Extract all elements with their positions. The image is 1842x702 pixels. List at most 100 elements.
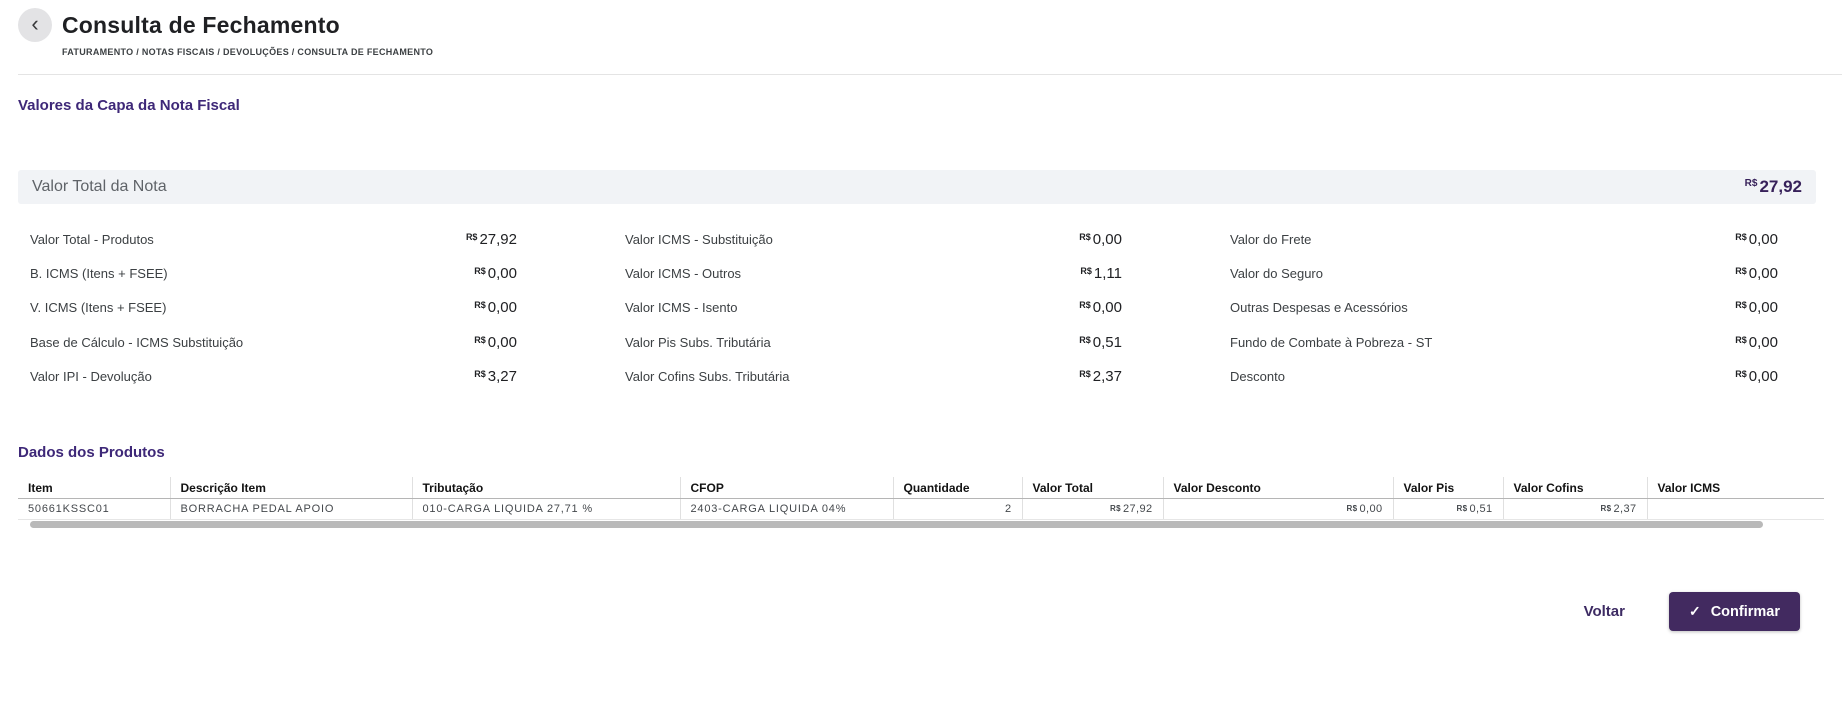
summary-row: Base de Cálculo - ICMS Substituição R$ 0,… — [30, 325, 517, 359]
summary-value: R$ 0,00 — [1735, 265, 1778, 283]
confirmar-button[interactable]: ✓ Confirmar — [1668, 592, 1800, 632]
summary-grid: Valor Total - Produtos R$ 27,92 B. ICMS (… — [0, 204, 1842, 394]
summary-column-1: Valor Total - Produtos R$ 27,92 B. ICMS (… — [30, 222, 517, 394]
cell-valor-pis: R$ 0,51 — [1392, 498, 1503, 521]
summary-label: Valor Pis Subs. Tributária — [625, 334, 771, 350]
summary-value: R$ 27,92 — [465, 230, 517, 248]
summary-row: V. ICMS (Itens + FSEE) R$ 0,00 — [30, 291, 517, 325]
total-bar-value: R$ 27,92 — [1744, 177, 1802, 196]
currency-symbol: R$ — [474, 369, 486, 380]
summary-row: Valor IPI - Devolução R$ 3,27 — [30, 360, 517, 394]
currency-symbol: R$ — [1346, 504, 1358, 514]
table-header-row: Item Descrição Item Tributação CFOP Quan… — [18, 476, 1824, 500]
total-bar: Valor Total da Nota R$ 27,92 — [18, 170, 1816, 204]
summary-value: R$ 0,00 — [1735, 230, 1778, 248]
cell-descricao: BORRACHA PEDAL APOIO — [169, 498, 412, 521]
summary-value: R$ 2,37 — [1079, 368, 1122, 386]
col-header-cfop: CFOP — [679, 476, 893, 500]
section-title-capa: Valores da Capa da Nota Fiscal — [18, 97, 240, 114]
summary-label: Fundo de Combate à Pobreza - ST — [1230, 334, 1433, 350]
page-title: Consulta de Fechamento — [62, 11, 340, 38]
summary-value: R$ 0,00 — [1735, 333, 1778, 351]
summary-value: R$ 0,00 — [474, 265, 517, 283]
currency-symbol: R$ — [474, 300, 486, 311]
cell-item: 50661KSSC01 — [18, 498, 170, 521]
footer-actions: Voltar ✓ Confirmar — [0, 592, 1800, 632]
currency-symbol: R$ — [1735, 369, 1747, 380]
currency-symbol: R$ — [465, 231, 478, 242]
summary-row: Valor Total - Produtos R$ 27,92 — [30, 222, 517, 256]
summary-label: Desconto — [1230, 369, 1285, 385]
cell-valor-cofins: R$ 2,37 — [1502, 498, 1647, 521]
col-header-tributacao: Tributação — [411, 476, 680, 500]
col-header-valor-desconto: Valor Desconto — [1162, 476, 1393, 500]
col-header-quantidade: Quantidade — [892, 476, 1022, 500]
currency-symbol: R$ — [474, 266, 486, 277]
col-header-valor-icms: Valor ICMS — [1646, 476, 1824, 500]
currency-symbol: R$ — [1109, 504, 1121, 514]
currency-symbol: R$ — [1735, 300, 1747, 311]
currency-symbol: R$ — [1735, 334, 1747, 345]
currency-symbol: R$ — [1600, 504, 1612, 514]
breadcrumb: FATURAMENTO / NOTAS FISCAIS / DEVOLUÇÕES… — [62, 47, 434, 57]
summary-value: R$ 0,00 — [474, 333, 517, 351]
summary-column-3: Valor do Frete R$ 0,00 Valor do Seguro R$… — [1230, 222, 1778, 394]
col-header-descricao: Descrição Item — [169, 476, 412, 500]
check-icon: ✓ — [1688, 603, 1701, 620]
currency-symbol: R$ — [1735, 266, 1747, 277]
summary-value: R$ 0,00 — [474, 299, 517, 317]
cell-tributacao: 010-CARGA LIQUIDA 27,71 % — [411, 498, 680, 521]
currency-symbol: R$ — [1079, 369, 1091, 380]
summary-value: R$ 0,00 — [1735, 368, 1778, 386]
summary-value: R$ 0,51 — [1079, 333, 1122, 351]
confirmar-button-label: Confirmar — [1710, 603, 1780, 620]
header-divider — [18, 74, 1842, 75]
summary-value: R$ 0,00 — [1079, 230, 1122, 248]
cell-valor-icms — [1646, 498, 1824, 521]
summary-label: Valor do Frete — [1230, 231, 1312, 247]
currency-symbol: R$ — [1079, 300, 1091, 311]
cell-valor-total: R$ 27,92 — [1021, 498, 1163, 521]
cell-valor-desconto: R$ 0,00 — [1162, 498, 1393, 521]
summary-row: B. ICMS (Itens + FSEE) R$ 0,00 — [30, 256, 517, 290]
col-header-valor-total: Valor Total — [1021, 476, 1163, 500]
products-table: Item Descrição Item Tributação CFOP Quan… — [18, 476, 1824, 521]
col-header-valor-cofins: Valor Cofins — [1502, 476, 1647, 500]
currency-symbol: R$ — [1456, 504, 1468, 514]
products-table-container: Item Descrição Item Tributação CFOP Quan… — [18, 476, 1824, 529]
currency-symbol: R$ — [1735, 231, 1747, 242]
summary-row: Valor ICMS - Outros R$ 1,11 — [625, 256, 1122, 290]
col-header-item: Item — [18, 476, 170, 500]
back-icon: ‹ — [31, 10, 39, 36]
summary-label: Valor ICMS - Isento — [625, 300, 738, 316]
summary-row: Valor do Seguro R$ 0,00 — [1230, 256, 1778, 290]
currency-symbol: R$ — [1080, 266, 1092, 277]
summary-row: Desconto R$ 0,00 — [1230, 360, 1778, 394]
summary-label: B. ICMS (Itens + FSEE) — [30, 266, 168, 282]
summary-label: Valor IPI - Devolução — [30, 369, 152, 385]
horizontal-scrollbar[interactable] — [30, 521, 1763, 529]
summary-row: Valor do Frete R$ 0,00 — [1230, 222, 1778, 256]
total-bar-label: Valor Total da Nota — [32, 178, 167, 195]
currency-symbol: R$ — [1744, 178, 1758, 189]
summary-label: Valor Cofins Subs. Tributária — [625, 369, 790, 385]
summary-label: Valor do Seguro — [1230, 266, 1323, 282]
cell-quantidade: 2 — [892, 498, 1022, 521]
summary-label: Valor ICMS - Outros — [625, 266, 742, 282]
table-row[interactable]: 50661KSSC01 BORRACHA PEDAL APOIO 010-CAR… — [18, 498, 1824, 521]
summary-row: Valor Cofins Subs. Tributária R$ 2,37 — [625, 360, 1122, 394]
summary-row: Fundo de Combate à Pobreza - ST R$ 0,00 — [1230, 325, 1778, 359]
col-header-valor-pis: Valor Pis — [1392, 476, 1503, 500]
currency-symbol: R$ — [474, 334, 486, 345]
summary-value: R$ 3,27 — [474, 368, 517, 386]
voltar-button[interactable]: Voltar — [1583, 603, 1625, 621]
back-button[interactable]: ‹ — [18, 8, 52, 42]
section-title-produtos: Dados dos Produtos — [18, 443, 165, 461]
currency-symbol: R$ — [1079, 231, 1091, 242]
summary-row: Valor ICMS - Substituição R$ 0,00 — [625, 222, 1122, 256]
summary-label: Base de Cálculo - ICMS Substituição — [30, 334, 244, 350]
currency-symbol: R$ — [1079, 334, 1091, 345]
summary-row: Valor Pis Subs. Tributária R$ 0,51 — [625, 325, 1122, 359]
summary-column-2: Valor ICMS - Substituição R$ 0,00 Valor I… — [625, 222, 1122, 394]
summary-label: Valor Total - Produtos — [30, 231, 154, 247]
